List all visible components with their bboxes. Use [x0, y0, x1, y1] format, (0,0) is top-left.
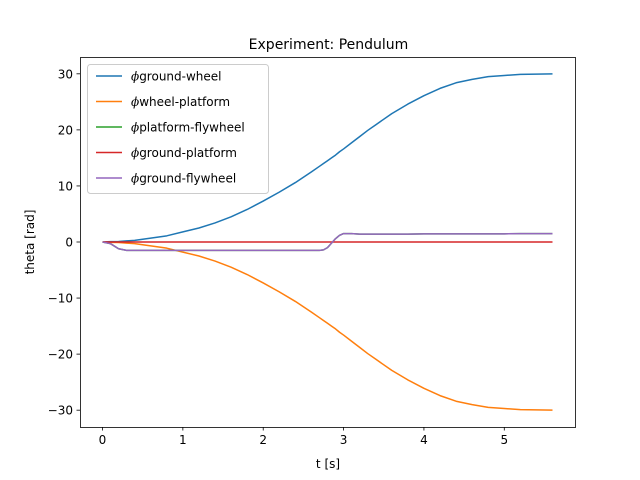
x-tick-label-3: 3	[340, 433, 348, 447]
series-line-4	[102, 232, 553, 252]
legend-label-0: ϕground-wheel	[131, 70, 222, 84]
y-axis-ticks: −30 −20 −10 0 10 20 30	[48, 67, 80, 418]
y-tick-label-6: 30	[58, 67, 73, 81]
x-tick-label-0: 0	[99, 433, 107, 447]
legend-label-4: ϕground-flywheel	[131, 172, 236, 186]
y-axis-label: theta [rad]	[23, 210, 37, 275]
series-line-0	[102, 73, 553, 243]
plot-lines	[102, 73, 553, 411]
y-tick-label-5: 20	[58, 123, 73, 137]
y-tick-label-1: −20	[48, 348, 73, 362]
x-tick-label-2: 2	[259, 433, 267, 447]
x-tick-label-4: 4	[420, 433, 428, 447]
chart-title: Experiment: Pendulum	[249, 37, 409, 53]
y-tick-label-2: −10	[48, 292, 73, 306]
legend: ϕground-wheel ϕwheel-platform ϕplatform-fl…	[87, 64, 269, 194]
legend-label-2: ϕplatform-flywheel	[131, 121, 245, 135]
series-line-1	[102, 241, 553, 411]
legend-frame	[87, 64, 269, 194]
legend-label-3: ϕground-platform	[131, 146, 237, 160]
x-tick-label-5: 5	[500, 433, 508, 447]
legend-label-1: ϕwheel-platform	[131, 95, 230, 109]
y-tick-label-4: 10	[58, 179, 73, 193]
y-tick-label-0: −30	[48, 404, 73, 418]
x-axis-ticks: 0 1 2 3 4 5	[99, 427, 508, 447]
y-tick-label-3: 0	[65, 236, 73, 250]
axes-frame	[80, 57, 576, 428]
x-axis-label: t [s]	[316, 457, 340, 471]
x-tick-label-1: 1	[179, 433, 187, 447]
